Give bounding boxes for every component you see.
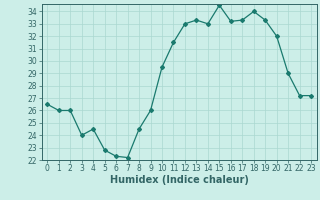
X-axis label: Humidex (Indice chaleur): Humidex (Indice chaleur) [110,175,249,185]
